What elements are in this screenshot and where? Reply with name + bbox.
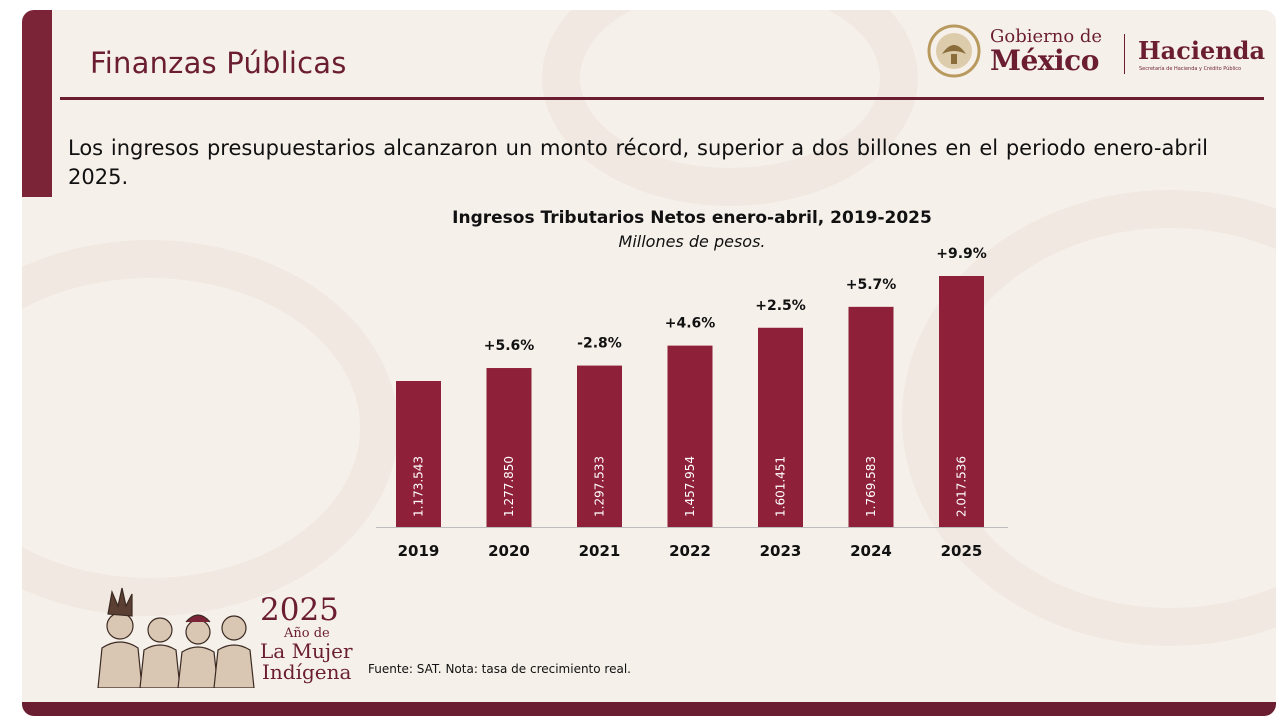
x-tick-label: 2024	[850, 542, 892, 560]
header-divider	[60, 97, 1264, 100]
x-tick-label: 2021	[579, 542, 621, 560]
growth-label: -2.8%	[577, 336, 622, 352]
logo-mexico: México	[990, 44, 1099, 77]
bar	[848, 306, 894, 527]
bar-value-label: 1.297.533	[593, 456, 607, 517]
bar	[667, 345, 713, 527]
indigenous-women-illustration	[97, 587, 255, 688]
accent-bar	[22, 10, 52, 197]
bar-value-label: 1.173.543	[412, 456, 426, 517]
bar-value-label: 1.769.583	[864, 456, 878, 517]
page-title: Finanzas Públicas	[90, 46, 347, 80]
bar-chart: 1.173.543 2019 1.277.850 +5.6% 2020 1.297.533…	[376, 246, 1008, 560]
logo-gobierno-de: Gobierno de	[990, 26, 1103, 47]
bar	[396, 381, 441, 527]
eagle-seal-icon	[927, 24, 981, 78]
bar	[758, 327, 803, 527]
growth-label: +4.6%	[665, 316, 716, 332]
x-tick-label: 2023	[760, 542, 802, 560]
logo-hacienda-subtitle: Secretaría de Hacienda y Crédito Público	[1139, 66, 1242, 72]
chart-title: Ingresos Tributarios Netos enero-abril, …	[452, 208, 932, 228]
bar-value-label: 1.457.954	[683, 456, 697, 517]
lead-text: Los ingresos presupuestarios alcanzaron …	[68, 136, 1208, 189]
chart-subtitle: Millones de pesos.	[618, 232, 766, 251]
campaign-year: 2025	[260, 592, 339, 628]
bar-value-label: 1.601.451	[774, 456, 788, 517]
growth-label: +5.6%	[484, 338, 535, 354]
x-tick-label: 2019	[398, 542, 440, 560]
slide: Finanzas Públicas Gobierno de México Hac…	[22, 10, 1276, 716]
x-tick-label: 2022	[669, 542, 711, 560]
growth-label: +5.7%	[846, 277, 897, 293]
bar-value-label: 1.277.850	[502, 456, 516, 517]
x-tick-label: 2025	[941, 542, 983, 560]
source-note: Fuente: SAT. Nota: tasa de crecimiento r…	[368, 662, 631, 676]
growth-label: +2.5%	[755, 298, 806, 314]
growth-label: +9.9%	[936, 246, 987, 262]
campaign-la-mujer: La Mujer	[260, 639, 353, 663]
bar	[486, 368, 532, 527]
campaign-indigena: Indígena	[262, 660, 352, 684]
bar-value-label: 2.017.536	[955, 456, 969, 517]
bar	[939, 276, 984, 527]
footer-band	[22, 702, 1276, 716]
logo-divider	[1124, 34, 1125, 74]
campaign-ano-de: Año de	[284, 626, 330, 641]
bar	[577, 365, 622, 527]
logo-hacienda: Hacienda	[1138, 36, 1266, 65]
x-tick-label: 2020	[488, 542, 530, 560]
